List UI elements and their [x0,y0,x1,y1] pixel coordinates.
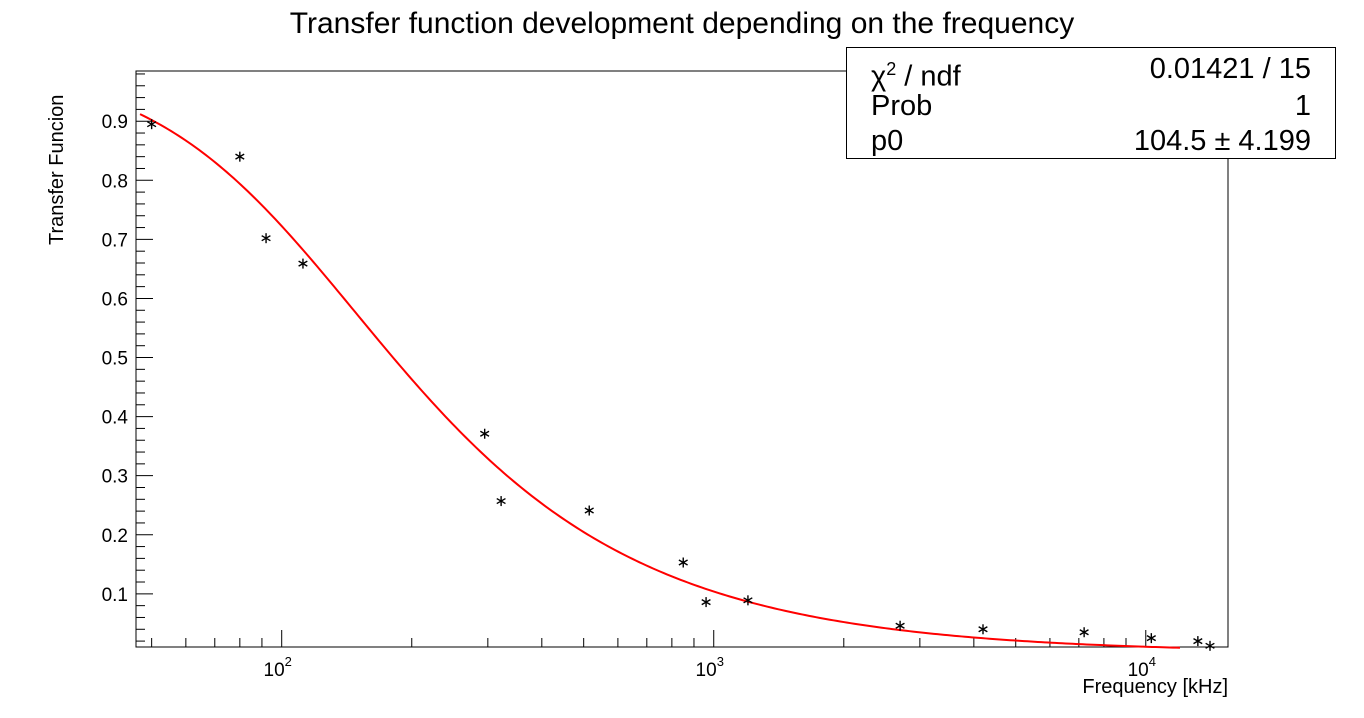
stats-row-p0: p0 104.5 ± 4.199 [871,123,1311,159]
data-point [496,496,506,507]
data-point-stroke [298,260,308,267]
y-tick-label: 0.3 [102,467,128,488]
data-point-stroke [584,507,594,514]
chart-title: Transfer function development depending … [290,7,1074,40]
data-point [678,557,688,568]
data-point-stroke [235,153,245,160]
data-point-stroke [479,430,490,437]
fit-stats-box: χ2 / ndf 0.01421 / 15 Prob 1 p0 104.5 ± … [846,47,1336,159]
data-point [743,595,753,606]
stats-key-ndf: / ndf [896,60,961,93]
stats-key-chi-symbol: χ [871,60,887,93]
data-point-stroke [1205,642,1215,649]
data-point [146,119,157,130]
data-point-stroke [146,121,157,128]
data-point [479,428,490,439]
x-tick-base: 10 [264,660,285,681]
data-point [701,597,711,608]
data-point-stroke [1146,635,1157,642]
y-tick-label: 0.1 [102,585,128,606]
y-axis-label: Transfer Funcion [46,95,68,245]
data-point-stroke [743,597,753,604]
x-tick-exponent: 2 [285,654,292,669]
data-point [1205,640,1215,651]
x-axis: 102 103 104 [151,630,1156,681]
stats-value-prob: 1 [1294,90,1311,122]
y-tick-label: 0.7 [102,230,128,251]
data-point-stroke [496,497,506,505]
data-point-stroke [1079,629,1089,636]
stats-key-chi2: χ2 / ndf [871,51,961,95]
data-point [261,233,271,244]
x-tick-label: 103 [696,654,724,681]
data-point-stroke [678,559,688,566]
y-axis: 0.1 0.2 0.3 0.4 0.5 0.6 0.7 0.8 0.9 [102,73,153,642]
data-point [584,505,594,516]
y-tick-label: 0.6 [102,289,128,310]
x-tick-base: 10 [1128,660,1149,681]
x-tick-exponent: 3 [717,654,724,669]
x-tick-label: 104 [1128,654,1156,681]
data-point-stroke [895,622,905,629]
fit-layer [139,113,1181,649]
x-tick-exponent: 4 [1149,654,1156,669]
data-point [235,151,245,162]
stats-key-p0: p0 [871,125,904,157]
y-tick-label: 0.4 [102,408,129,429]
data-point-stroke [1193,637,1203,645]
stats-value-p0: 104.5 ± 4.199 [1133,125,1311,157]
stats-row-prob: Prob 1 [871,88,1311,124]
fit-curve [139,113,1181,649]
stats-key-chi-exponent: 2 [886,59,897,79]
data-point [1146,633,1157,644]
x-tick-label: 102 [264,654,292,681]
data-points [146,119,1215,651]
data-point [298,258,308,269]
data-point-stroke [261,235,271,242]
data-point-stroke [978,626,988,633]
stats-key-prob: Prob [871,90,933,122]
data-point [1193,636,1203,647]
y-tick-label: 0.2 [102,526,128,547]
y-tick-label: 0.8 [102,171,128,192]
data-point-stroke [701,598,711,606]
data-point [895,620,905,631]
x-tick-base: 10 [696,660,717,681]
x-axis-label: Frequency [kHz] [1082,676,1228,698]
y-tick-label: 0.9 [102,112,128,133]
data-point [1079,627,1089,638]
y-tick-label: 0.5 [102,349,128,370]
data-point [978,624,988,635]
stats-row-chi2: χ2 / ndf 0.01421 / 15 [871,51,1311,93]
stats-value-chi2: 0.01421 / 15 [1149,53,1311,85]
plot-frame [135,70,1229,648]
